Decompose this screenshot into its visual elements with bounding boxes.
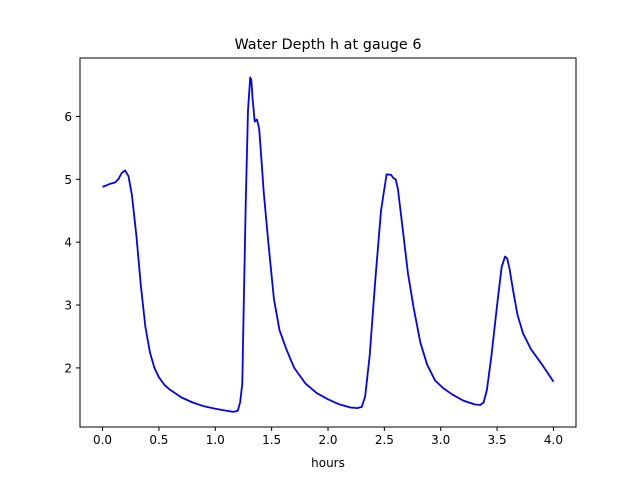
x-tick-label: 0.5	[149, 433, 168, 447]
x-tick-label: 4.0	[544, 433, 563, 447]
x-tick-label: 0.0	[93, 433, 112, 447]
y-axis: 2 3 4 5 6	[64, 110, 80, 375]
x-axis-label: hours	[311, 456, 345, 470]
chart-title: Water Depth h at gauge 6	[234, 37, 421, 53]
series-line-0	[102, 76, 555, 413]
x-tick-label: 2.0	[318, 433, 337, 447]
y-tick-label: 5	[64, 173, 72, 187]
x-tick-label: 3.5	[488, 433, 507, 447]
x-tick-label: 2.5	[375, 433, 394, 447]
y-tick-label: 4	[64, 236, 72, 250]
y-tick-label: 2	[64, 361, 72, 375]
x-tick-label: 3.0	[431, 433, 450, 447]
y-tick-label: 6	[64, 110, 72, 124]
x-tick-label: 1.5	[262, 433, 281, 447]
x-tick-label: 1.0	[206, 433, 225, 447]
x-axis: 0.0 0.5 1.0 1.5 2.0 2.5 3.0 3.5 4.0	[93, 427, 563, 447]
y-tick-label: 3	[64, 299, 72, 313]
